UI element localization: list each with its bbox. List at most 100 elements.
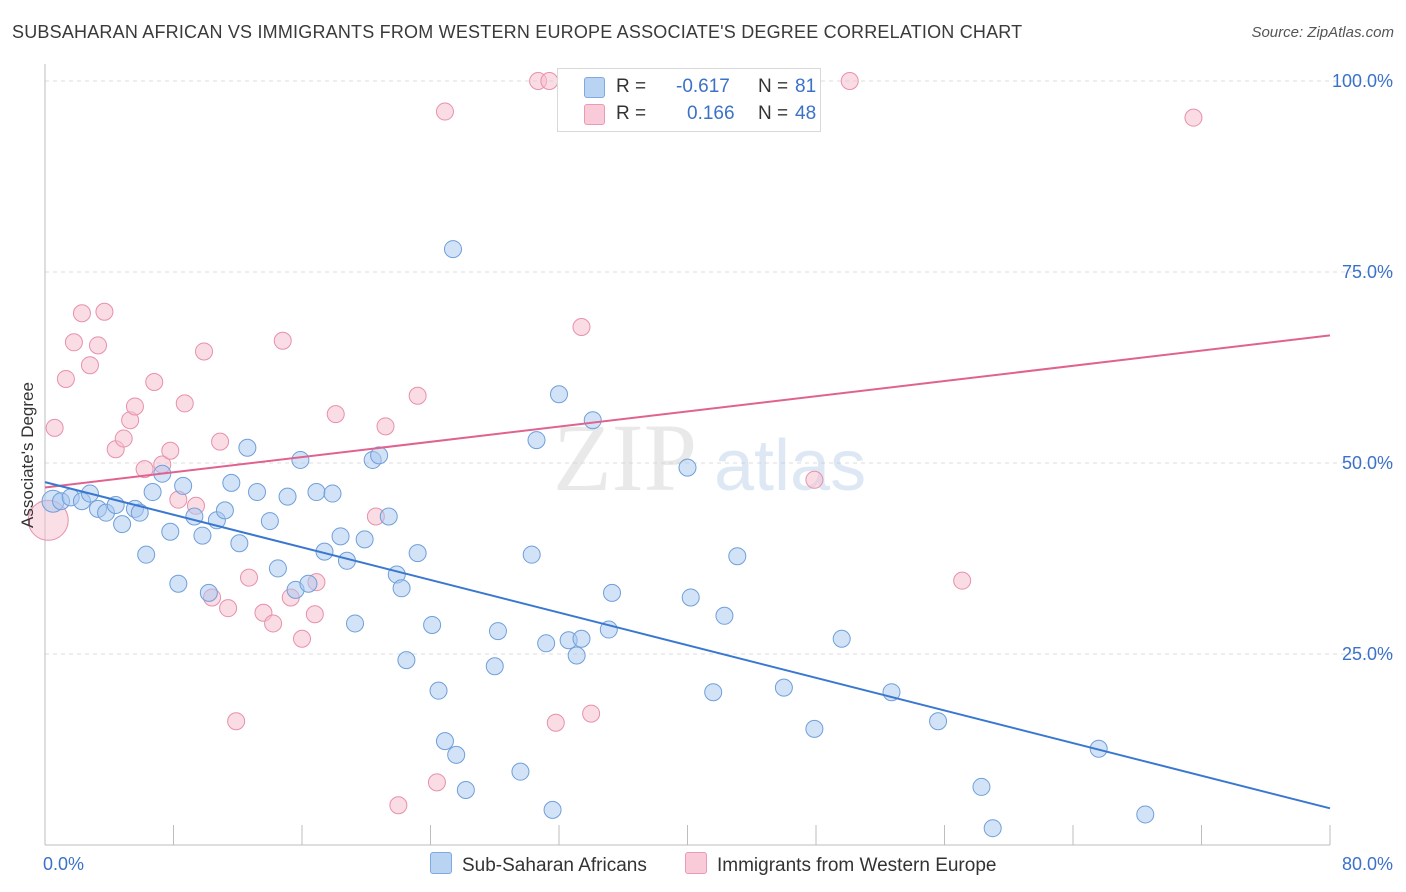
data-point-western-europe <box>89 336 108 355</box>
data-point-western-europe <box>135 460 154 479</box>
x-tick-label: 80.0% <box>1342 854 1393 874</box>
legend-label: Immigrants from Western Europe <box>717 855 997 876</box>
stats-r-label: R = <box>616 103 647 124</box>
data-point-subsaharan <box>278 487 297 506</box>
data-point-western-europe <box>840 72 859 90</box>
data-point-western-europe <box>239 568 258 587</box>
data-point-western-europe <box>161 441 180 460</box>
data-point-western-europe <box>219 599 238 618</box>
data-point-subsaharan <box>260 512 279 531</box>
trend-line-subsaharan <box>44 481 1331 810</box>
data-point-subsaharan <box>299 574 318 593</box>
data-point-western-europe <box>953 571 972 590</box>
stats-n-label: N = <box>758 76 789 97</box>
data-point-subsaharan <box>161 522 180 541</box>
data-point-subsaharan <box>143 483 162 502</box>
data-point-western-europe <box>427 773 446 792</box>
series-subsaharan <box>41 240 1155 838</box>
data-point-subsaharan <box>268 559 287 578</box>
stats-r-value: 0.166 <box>687 103 735 124</box>
legend-label: Sub-Saharan Africans <box>462 855 647 876</box>
y-tick-label: 75.0% <box>1342 262 1393 282</box>
data-point-subsaharan <box>323 484 342 503</box>
data-point-western-europe <box>95 302 114 321</box>
data-point-subsaharan <box>408 544 427 563</box>
data-point-subsaharan <box>230 534 249 553</box>
data-point-subsaharan <box>379 507 398 526</box>
data-point-western-europe <box>125 397 144 416</box>
data-point-subsaharan <box>307 483 326 502</box>
gridlines <box>45 80 1395 655</box>
data-point-western-europe <box>540 72 559 90</box>
axis-ticks <box>44 825 1331 845</box>
data-point-western-europe <box>293 629 311 648</box>
data-point-subsaharan <box>972 777 991 796</box>
data-point-western-europe <box>435 102 454 121</box>
data-point-western-europe <box>1184 108 1203 127</box>
chart-title: SUBSAHARAN AFRICAN VS IMMIGRANTS FROM WE… <box>12 22 1023 42</box>
stats-r-label: R = <box>616 76 647 97</box>
stats-r-value: -0.617 <box>676 76 730 97</box>
data-point-subsaharan <box>1136 805 1155 824</box>
legend-item-subsaharan[interactable]: Sub-Saharan Africans <box>430 852 647 876</box>
trend-lines <box>44 334 1331 810</box>
data-point-subsaharan <box>832 629 851 648</box>
data-point-western-europe <box>195 342 214 361</box>
legend-swatch-blue <box>430 852 452 874</box>
data-point-subsaharan <box>370 446 389 465</box>
data-point-western-europe <box>376 417 395 436</box>
y-tick-label: 100.0% <box>1332 71 1393 91</box>
data-point-subsaharan <box>423 615 442 634</box>
stats-n-value: 48 <box>795 103 817 124</box>
stats-swatch-blue <box>584 77 605 98</box>
data-point-subsaharan <box>137 545 156 564</box>
source-credit: Source: ZipAtlas.com <box>1251 24 1394 41</box>
data-point-subsaharan <box>511 762 530 781</box>
data-point-subsaharan <box>215 501 234 520</box>
stats-n-value: 81 <box>795 76 817 97</box>
stats-swatch-pink <box>584 104 605 125</box>
data-point-subsaharan <box>447 745 466 764</box>
data-point-subsaharan <box>572 629 591 648</box>
data-point-subsaharan <box>681 588 700 607</box>
data-point-subsaharan <box>485 657 504 676</box>
data-point-subsaharan <box>527 431 546 450</box>
data-point-subsaharan <box>567 646 586 665</box>
data-point-subsaharan <box>331 527 350 546</box>
data-point-western-europe <box>389 796 408 815</box>
data-point-subsaharan <box>355 530 374 549</box>
y-tick-label: 25.0% <box>1342 644 1393 664</box>
watermark-atlas: atlas <box>714 426 866 506</box>
data-point-western-europe <box>175 394 194 413</box>
data-point-subsaharan <box>583 411 602 430</box>
data-point-western-europe <box>546 713 565 732</box>
data-point-subsaharan <box>715 606 734 625</box>
data-point-subsaharan <box>435 732 454 751</box>
data-point-subsaharan <box>169 574 188 593</box>
stats-box: R = -0.617 N = 81 R = 0.166 N = 48 <box>557 68 821 132</box>
data-point-western-europe <box>145 373 164 392</box>
data-point-western-europe <box>273 331 292 350</box>
legend-item-western-europe[interactable]: Immigrants from Western Europe <box>685 852 996 876</box>
data-point-subsaharan <box>522 545 541 564</box>
data-point-subsaharan <box>805 719 824 738</box>
y-tick-label: 50.0% <box>1342 453 1393 473</box>
x-tick-label: 0.0% <box>43 854 84 874</box>
data-point-subsaharan <box>199 583 218 602</box>
y-axis-title: Associate's Degree <box>18 382 37 528</box>
data-point-subsaharan <box>222 473 241 492</box>
data-point-western-europe <box>227 712 246 731</box>
data-point-subsaharan <box>929 712 948 731</box>
watermark-zip: ZIP <box>553 404 697 511</box>
data-point-western-europe <box>805 470 824 489</box>
data-point-subsaharan <box>603 583 622 602</box>
watermark: ZIP atlas <box>553 404 866 511</box>
data-point-western-europe <box>72 304 91 323</box>
trend-line-western-europe <box>44 334 1331 489</box>
series-western-europe <box>27 72 1203 815</box>
data-point-western-europe <box>582 704 601 723</box>
data-point-western-europe <box>572 318 591 337</box>
data-point-western-europe <box>114 429 133 448</box>
data-point-subsaharan <box>248 483 267 502</box>
